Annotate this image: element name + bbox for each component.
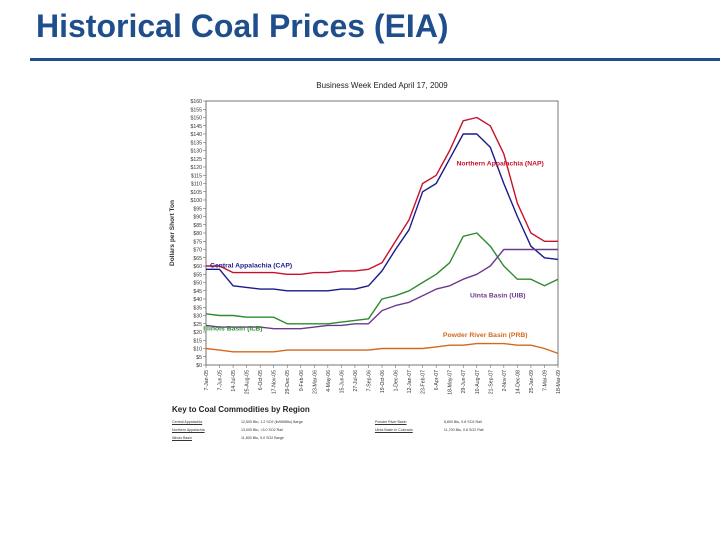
series-label: Illinois Basin (ILB) [203, 325, 262, 332]
x-tick-label: 14-Dec-08 [515, 370, 521, 394]
plot-layer: Business Week Ended April 17, 2009 $0 $5 $1… [169, 81, 562, 395]
series-label: Powder River Basin (PRB) [443, 332, 528, 339]
y-tick-label: $50 [193, 281, 202, 287]
legend-key-spec: 8,800 Btu, 0.8 SO2 Rail [443, 420, 482, 424]
x-tick-label: 17-Nov-05 [272, 370, 278, 394]
x-tick-label: 7-Jan-05 [204, 370, 210, 391]
x-tick-label: 6-Oct-05 [258, 370, 264, 390]
x-tick-label: 7-Sep-06 [366, 370, 372, 391]
series-line-1 [206, 133, 559, 292]
legend-key-spec: 11,800 Btu, 5.0 SO2 Barge [240, 436, 284, 440]
x-tick-label: 27-Jul-06 [353, 370, 359, 392]
legend-key-spec: 13,000 Btu, <3.0 SO2 Rail [240, 428, 283, 432]
y-tick-label: $150 [190, 116, 202, 122]
y-tick-label: $125 [190, 157, 202, 163]
legend-key-title: Key to Coal Commodities by Region [172, 405, 310, 414]
y-tick-label: $65 [193, 256, 202, 262]
x-tick-label: 19-Oct-06 [380, 370, 386, 393]
x-tick-label: 18-Mar-09 [556, 370, 562, 394]
y-tick-label: $110 [191, 182, 202, 188]
x-tick-label: 7-Jun-05 [218, 370, 224, 391]
y-tick-label: $45 [193, 289, 202, 295]
y-tick-label: $0 [196, 363, 202, 369]
y-tick-label: $100 [190, 198, 202, 204]
x-tick-label: 10-Aug-07 [475, 370, 481, 394]
y-tick-label: $20 [193, 330, 202, 336]
legend-key-region: Northern Appalachia [172, 428, 205, 432]
x-tick-label: 4-May-06 [326, 370, 332, 392]
series-label: Central Appalachia (CAP) [210, 263, 292, 270]
x-tick-label: 25-Aug-05 [245, 370, 251, 394]
legend-key-region: Illinois Basin [172, 436, 192, 440]
y-tick-label: $60 [193, 264, 202, 270]
x-tick-label: 6-Apr-07 [434, 370, 440, 390]
legend-key-row: Illinois Basin 11,800 Btu, 5.0 SO2 Barge [172, 434, 572, 442]
y-tick-label: $5 [196, 355, 202, 361]
y-tick-label: $140 [190, 132, 202, 138]
y-tick-label: $145 [190, 124, 202, 130]
y-tick-label: $160 [190, 99, 202, 105]
x-tick-label: 23-Feb-07 [421, 370, 427, 394]
y-tick-label: $120 [190, 165, 202, 171]
y-tick-label: $10 [193, 347, 202, 353]
coal-price-chart: Business Week Ended April 17, 2009 $0 $5 $1… [169, 81, 562, 395]
y-tick-label: $15 [193, 338, 202, 344]
legend-key-row: Northern Appalachia 13,000 Btu, <3.0 SO2 … [172, 426, 572, 434]
y-tick-label: $70 [193, 248, 202, 254]
series-line-2 [205, 232, 559, 325]
legend-key: Key to Coal Commodities by Region Centra… [172, 405, 572, 442]
x-tick-label: 18-May-07 [448, 370, 454, 395]
y-tick-label: $30 [193, 314, 202, 320]
y-tick-label: $85 [193, 223, 202, 229]
y-tick-label: $90 [193, 215, 202, 221]
legend-key-region [375, 434, 444, 442]
slide-title: Historical Coal Prices (EIA) [36, 8, 449, 44]
y-tick-label: $95 [193, 206, 202, 212]
series-line-3 [205, 248, 558, 330]
legend-key-row: Central Appalachia 12,500 Btu, 1.2 SO2 (l… [172, 418, 572, 426]
x-tick-label: 29-Jun-07 [461, 370, 467, 393]
x-tick-label: 12-Jan-07 [407, 370, 413, 393]
x-tick-label: 23-Mar-06 [312, 370, 318, 394]
y-tick-label: $135 [190, 140, 202, 146]
y-tick-label: $35 [193, 305, 202, 311]
legend-key-spec: 11,700 Btu, 0.8 SO2 Rail [443, 428, 484, 432]
legend-key-spec [444, 434, 572, 442]
legend-key-region: Central Appalachia [172, 420, 203, 424]
legend-key-spec: 12,500 Btu, 1.2 SO2 (lb/MMBtu) Barge [240, 420, 303, 424]
y-axis-label: Dollars per Short Ton [169, 200, 176, 266]
legend-key-region: Uinta Basin in Colorado [374, 428, 413, 432]
y-tick-label: $75 [193, 239, 202, 245]
y-tick-label: $55 [193, 272, 202, 278]
x-tick-label: 7-Mar-09 [542, 370, 548, 391]
y-tick-label: $25 [193, 322, 202, 328]
series-line-4 [205, 342, 559, 355]
x-tick-label: 21-Sep-07 [488, 370, 494, 394]
x-tick-label: 25-Jan-09 [529, 370, 535, 393]
series-line-0 [206, 116, 558, 276]
x-tick-label: 14-Jul-05 [231, 370, 237, 392]
chart-title: Business Week Ended April 17, 2009 [316, 81, 448, 90]
x-tick-label: 2-Nov-07 [502, 370, 508, 391]
y-tick-label: $80 [193, 231, 202, 237]
series-label: Uinta Basin (UIB) [470, 292, 526, 299]
y-tick-label: $130 [190, 149, 202, 155]
x-tick-label: 29-Dec-05 [285, 370, 291, 394]
legend-key-region: Powder River Basin [374, 420, 407, 424]
y-tick-label: $115 [191, 173, 202, 179]
x-tick-label: 1-Dec-06 [394, 370, 400, 391]
y-tick-label: $40 [193, 297, 202, 303]
y-tick-label: $155 [190, 107, 202, 113]
title-rule [30, 58, 720, 61]
series-label: Northern Appalachia (NAP) [456, 160, 543, 167]
y-tick-label: $105 [190, 190, 202, 196]
x-tick-label: 9-Feb-06 [299, 370, 305, 391]
legend-key-rows: Central Appalachia 12,500 Btu, 1.2 SO2 (l… [172, 418, 572, 442]
x-tick-label: 15-Jun-06 [339, 370, 345, 393]
